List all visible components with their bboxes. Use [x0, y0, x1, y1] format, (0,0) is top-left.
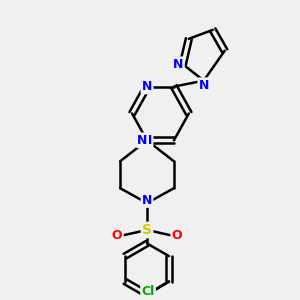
Text: O: O [112, 230, 122, 242]
Text: S: S [142, 223, 152, 237]
Text: N: N [142, 194, 152, 207]
Text: N: N [137, 134, 148, 147]
Text: N: N [142, 134, 152, 147]
Text: O: O [172, 230, 182, 242]
Text: N: N [173, 58, 184, 71]
Text: Cl: Cl [142, 286, 155, 298]
Text: N: N [142, 80, 152, 93]
Text: N: N [199, 79, 209, 92]
